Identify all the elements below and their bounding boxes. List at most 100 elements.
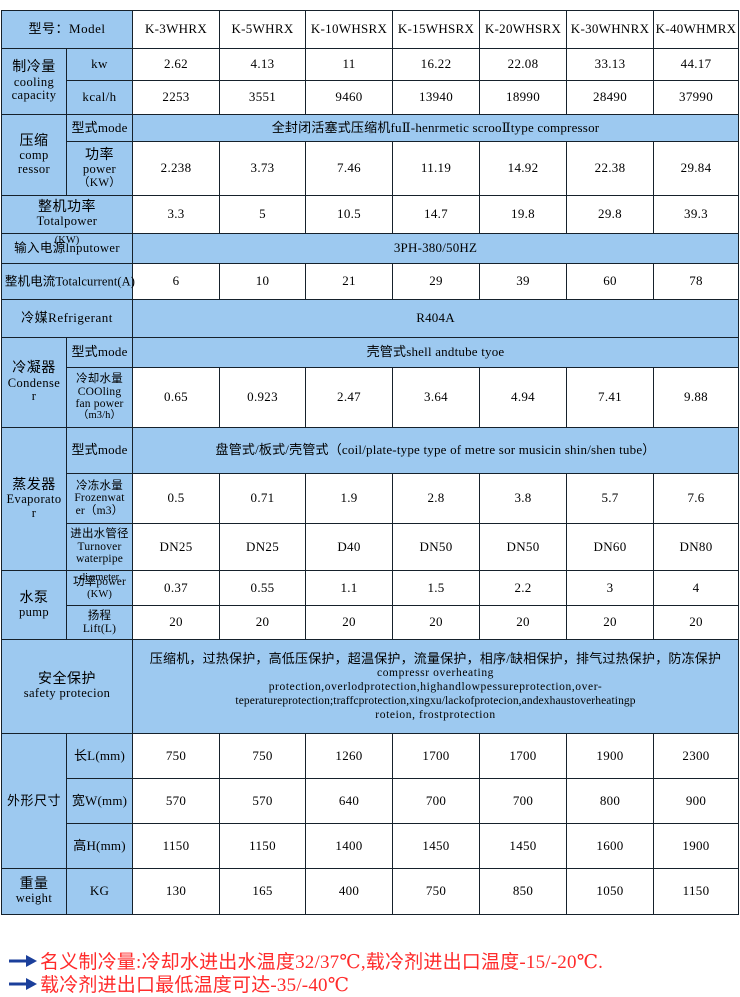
evaporator-pipe-1: DN25 [132, 523, 221, 571]
weight-2: 165 [219, 868, 307, 915]
footer-notes: 名义制冷量:冷却水进出水温度32/37℃,载冷剂进出口温度-15/-20℃. 载… [8, 949, 728, 996]
weight-6: 1050 [566, 868, 655, 915]
weight-label-cn: 重量 [19, 877, 49, 893]
compressor-mode-label: 型式mode [65, 114, 134, 142]
cooling-unit-kw: kw [65, 48, 134, 81]
evaporator-pipe-label-cn: 进出水管径 [70, 528, 129, 541]
model-cell-5: K-20WHSRX [479, 10, 568, 49]
total-power-label: 整机功率 Totalpower (KW) [0, 195, 134, 246]
evaporator-pipe-2: DN25 [219, 523, 307, 571]
compressor-power-7: 29.84 [653, 141, 740, 196]
evaporator-pipe-3: D40 [305, 523, 394, 571]
evaporator-pipe-label: 进出水管径 Turnover waterpipe di ameter [65, 523, 134, 583]
evaporator-pipe-7: DN80 [653, 523, 740, 571]
dimension-length-5: 1700 [479, 733, 568, 779]
pump-power-7: 4 [653, 570, 740, 606]
dimension-height-1: 1150 [132, 823, 221, 869]
compressor-label-en2: ressor [17, 161, 51, 176]
model-cell-3: K-10WHSRX [305, 10, 394, 49]
input-power-value: 3PH-380/50HZ [132, 233, 740, 264]
cooling-kw-1: 2.62 [132, 48, 221, 81]
condenser-mode-label: 型式mode [65, 337, 134, 368]
total-power-7: 39.3 [653, 195, 740, 234]
arrow-right-icon [9, 977, 37, 990]
dimension-height-4: 1450 [392, 823, 481, 869]
evaporator-frozen-1: 0.5 [132, 473, 221, 524]
evaporator-frozen-5: 3.8 [479, 473, 568, 524]
table-row-pump-lift: 扬程 Lift(L) 20 20 20 20 20 20 20 [2, 605, 740, 640]
dimensions-label: 外形尺寸 [1, 733, 67, 869]
table-row-compressor-power: 功率 power （KW） 2.238 3.73 7.46 11.19 14.9… [2, 141, 740, 196]
cooling-kw-6: 33.13 [566, 48, 655, 81]
table-row-dimension-width: 宽W(mm) 570 570 640 700 700 800 900 [2, 778, 740, 824]
pump-lift-1: 20 [132, 605, 221, 640]
dimension-width-2: 570 [219, 778, 307, 824]
table-row-cooling-kw: 制冷量 cooling capacity kw 2.62 4.13 11 16.… [1, 48, 740, 115]
table-row-total-power: 整机功率 Totalpower (KW) 3.3 5 10.5 14.7 19.… [0, 195, 740, 246]
safety-text-en-line1: compressr overheating [377, 667, 495, 680]
total-current-2: 10 [219, 263, 307, 300]
evaporator-label-en1: Evaporato [6, 492, 62, 507]
pump-lift-5: 20 [479, 605, 568, 640]
condenser-water-7: 9.88 [653, 367, 740, 428]
dimension-height-5: 1450 [479, 823, 568, 869]
table-row-evaporator-mode: 蒸发器 Evaporato r 型式mode 盘管式/板式/壳管式（coil/p… [1, 427, 740, 571]
pump-lift-4: 20 [392, 605, 481, 640]
input-power-label-text: 输入电源lnputower [14, 240, 120, 255]
weight-1: 130 [132, 868, 221, 915]
table-row-refrigerant: 冷媒Refrigerant R404A [0, 299, 740, 338]
compressor-power-label: 功率 power （KW） [65, 141, 134, 196]
cooling-unit-kcal: kcal/h [65, 80, 134, 115]
cooling-capacity-label-en1: cooling [13, 74, 55, 89]
dimension-height-7: 1900 [653, 823, 740, 869]
compressor-power-3: 7.46 [305, 141, 394, 196]
dimension-height-2: 1150 [219, 823, 307, 869]
footer-note-text-2: 载冷剂进出口最低温度可达-35/-40℃ [40, 975, 350, 996]
cooling-kcal-7: 37990 [653, 80, 740, 115]
refrigerant-label: 冷媒Refrigerant [0, 299, 134, 338]
dimension-height-6: 1600 [566, 823, 655, 869]
condenser-water-6: 7.41 [566, 367, 655, 428]
compressor-label-cn: 压缩 [19, 133, 49, 149]
cooling-kw-2: 4.13 [219, 48, 307, 81]
weight-3: 400 [305, 868, 394, 915]
condenser-water-5: 4.94 [479, 367, 568, 428]
total-power-6: 29.8 [566, 195, 655, 234]
pump-lift-label-cn: 扬程 [87, 610, 112, 623]
cooling-kw-7: 44.17 [653, 48, 740, 81]
total-power-label-cn: 整机功率 [38, 200, 96, 216]
compressor-power-6: 22.38 [566, 141, 655, 196]
footer-note-row-2: 载冷剂进出口最低温度可达-35/-40℃ [8, 972, 728, 996]
total-power-2: 5 [219, 195, 307, 234]
safety-label: 安全保护 safety protecion [0, 639, 134, 734]
total-current-5: 39 [479, 263, 568, 300]
table-row-weight: 重量 weight KG 130 165 400 750 850 1050 11… [1, 868, 740, 915]
footer-note-text-1: 名义制冷量:冷却水进出水温度32/37℃,载冷剂进出口温度-15/-20℃. [40, 952, 604, 973]
model-header-label: 型号：Model [0, 10, 134, 49]
condenser-water-label-en2: fan power [75, 398, 124, 411]
safety-label-en: safety protecion [23, 686, 111, 701]
dimension-width-4: 700 [392, 778, 481, 824]
condenser-water-1: 0.65 [132, 367, 221, 428]
condenser-mode-value: 壳管式shell andtube tyoe [132, 337, 740, 368]
dimension-length-7: 2300 [653, 733, 740, 779]
evaporator-mode-label: 型式mode [65, 427, 134, 474]
evaporator-frozen-label-cn: 冷冻水量 [76, 479, 123, 492]
table-row-safety: 安全保护 safety protecion 压缩机，过热保护，高低压保护，超温保… [0, 639, 740, 734]
table-row-condenser-water: 冷却水量 COOling fan power （m3/h） 0.65 0.923… [2, 367, 740, 428]
dimension-width-label: 宽W(mm) [65, 778, 134, 824]
pump-lift-2: 20 [219, 605, 307, 640]
dimension-width-1: 570 [132, 778, 221, 824]
dimension-height-3: 1400 [305, 823, 394, 869]
cooling-kw-4: 16.22 [392, 48, 481, 81]
dimension-length-label: 长L(mm) [65, 733, 134, 779]
cooling-capacity-label: 制冷量 cooling capacity [1, 48, 67, 115]
condenser-water-label-en1: COOling [77, 385, 122, 398]
table-row-dimension-height: 高H(mm) 1150 1150 1400 1450 1450 1600 190… [2, 823, 740, 869]
dimension-length-3: 1260 [305, 733, 394, 779]
cooling-kw-5: 22.08 [479, 48, 568, 81]
condenser-water-3: 2.47 [305, 367, 394, 428]
cooling-kcal-4: 13940 [392, 80, 481, 115]
safety-text-en-line3: teperatureprotection;traffcprotection,xi… [235, 695, 636, 708]
model-cell-6: K-30WHNRX [566, 10, 655, 49]
